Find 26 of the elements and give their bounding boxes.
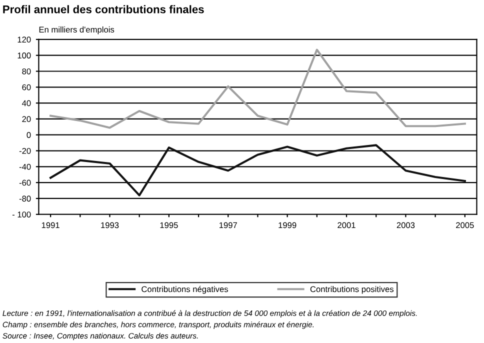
- x-tick-label: 2005: [456, 222, 474, 228]
- x-tick-label: 1997: [220, 222, 237, 228]
- line-series: [50, 144, 466, 196]
- chart-title: Profil annuel des contributions finales: [3, 5, 204, 14]
- y-tick-label: -20: [19, 148, 31, 154]
- y-tick-label: 40: [22, 100, 31, 106]
- x-tick-label: 1995: [160, 222, 178, 228]
- y-tick-label: - 100: [12, 212, 31, 218]
- y-tick-label: -40: [19, 164, 31, 170]
- line-series: [50, 48, 466, 129]
- x-tick-label: 1993: [101, 222, 119, 228]
- y-tick-label: 20: [22, 116, 31, 122]
- x-tick-label: 1991: [42, 222, 60, 228]
- y-tick-label: 60: [22, 84, 31, 90]
- legend-label: Contributions négatives: [142, 286, 228, 294]
- y-tick-label: 80: [22, 68, 31, 74]
- legend-label: Contributions positives: [310, 286, 394, 294]
- y-axis-title: En milliers d'emplois: [39, 26, 114, 34]
- x-tick-label: 1999: [278, 222, 296, 228]
- y-tick-label: -80: [19, 196, 31, 202]
- y-tick-label: 120: [18, 36, 31, 43]
- y-tick-label: 100: [18, 52, 31, 58]
- y-tick-label: 0: [26, 132, 31, 138]
- x-tick-label: 2003: [396, 222, 415, 228]
- x-tick-label: 2001: [338, 222, 356, 228]
- y-tick-label: -60: [19, 180, 31, 186]
